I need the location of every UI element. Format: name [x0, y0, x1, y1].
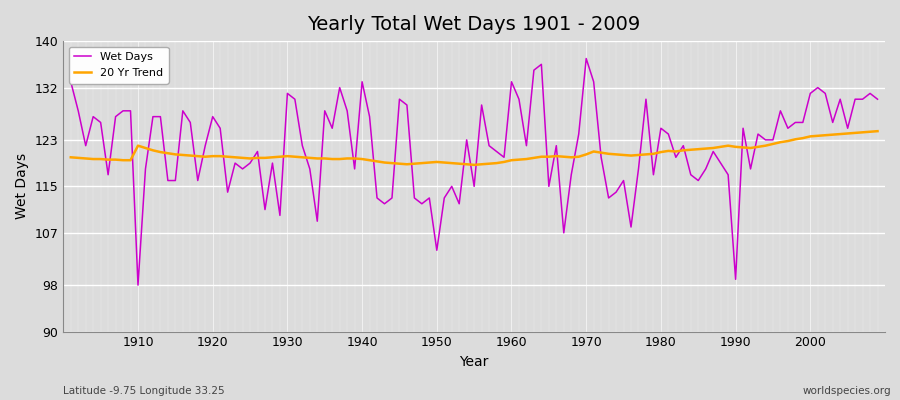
Wet Days	[132, 283, 143, 288]
20 Yr Trend	[290, 154, 301, 159]
20 Yr Trend	[334, 157, 345, 162]
Wet Days	[506, 79, 517, 84]
X-axis label: Year: Year	[460, 355, 489, 369]
20 Yr Trend	[872, 129, 883, 134]
Wet Days	[611, 190, 622, 194]
Wet Days	[66, 79, 77, 84]
20 Yr Trend	[514, 157, 525, 162]
Line: Wet Days: Wet Days	[71, 58, 878, 285]
20 Yr Trend	[603, 152, 614, 156]
Wet Days	[342, 108, 353, 113]
Line: 20 Yr Trend: 20 Yr Trend	[71, 131, 878, 165]
20 Yr Trend	[506, 158, 517, 163]
Wet Days	[872, 97, 883, 102]
Wet Days	[580, 56, 591, 61]
20 Yr Trend	[469, 162, 480, 167]
Title: Yearly Total Wet Days 1901 - 2009: Yearly Total Wet Days 1901 - 2009	[308, 15, 641, 34]
Wet Days	[297, 143, 308, 148]
Text: worldspecies.org: worldspecies.org	[803, 386, 891, 396]
Legend: Wet Days, 20 Yr Trend: Wet Days, 20 Yr Trend	[68, 47, 168, 84]
Y-axis label: Wet Days: Wet Days	[15, 153, 29, 220]
20 Yr Trend	[66, 155, 77, 160]
Wet Days	[125, 108, 136, 113]
Wet Days	[514, 97, 525, 102]
20 Yr Trend	[125, 158, 136, 163]
Text: Latitude -9.75 Longitude 33.25: Latitude -9.75 Longitude 33.25	[63, 386, 225, 396]
